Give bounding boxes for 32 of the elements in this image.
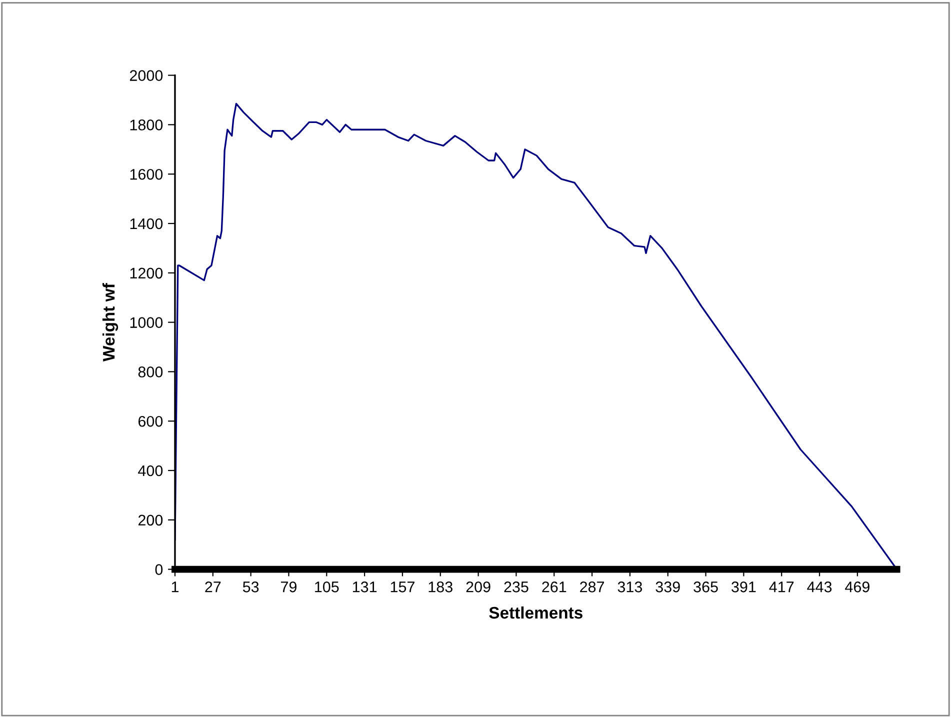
x-tick-label: 53 [242,582,259,592]
x-tick-label: 105 [315,582,339,592]
x-tick-label: 365 [694,582,718,592]
y-tick-label: 1600 [130,168,163,180]
y-axis-title: Weight wf [102,283,118,362]
x-tick-label: 157 [390,582,414,592]
x-tick-label: 313 [618,582,642,592]
x-tick-label: 417 [769,582,794,592]
x-tick-label: 469 [845,582,870,592]
x-tick-label: 339 [656,582,680,592]
y-tick-label: 1000 [130,317,163,328]
x-tick-label: 443 [807,582,832,592]
x-axis-title: Settlements [489,606,582,619]
x-tick-label: 391 [732,582,756,592]
x-tick-label: 183 [428,582,452,592]
x-tick-label: 287 [580,582,604,592]
y-tick-label: 600 [138,416,163,427]
y-tick-label: 800 [138,366,163,378]
y-tick-label: 1800 [130,120,163,130]
x-tick-label: 27 [205,582,221,592]
x-tick-label: 79 [281,582,296,592]
y-tick-label: 0 [155,564,163,575]
x-tick-label: 235 [504,582,528,592]
y-tick-label: 200 [138,514,163,526]
x-tick-label: 261 [542,582,566,592]
x-tick-label: 131 [352,582,377,592]
y-tick-label: 400 [138,465,163,476]
y-tick-label: 1400 [130,218,163,230]
y-tick-label: 1200 [130,268,163,279]
x-tick-label: 209 [466,582,490,592]
y-tick-label: 2000 [130,70,163,81]
x-tick-label: 1 [172,582,178,592]
